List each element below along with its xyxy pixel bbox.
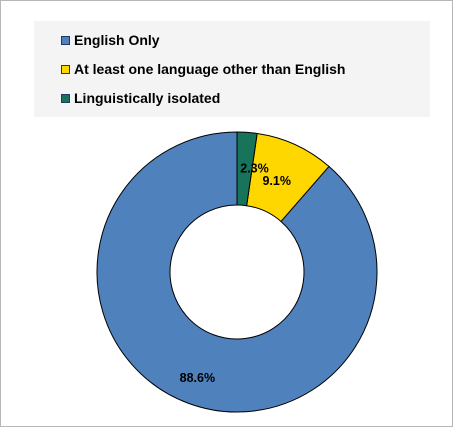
donut-slice-linguistically-isolated (236, 131, 258, 207)
legend-swatch-other-language (61, 64, 70, 74)
data-label-english-only: 88.6% (180, 371, 215, 385)
donut-slice-english-only (96, 131, 378, 413)
chart-legend: English Only At least one language other… (34, 21, 430, 117)
legend-swatch-linguistically-isolated (61, 93, 70, 103)
data-label-linguistically-isolated: 2.3% (240, 161, 269, 175)
legend-item-other-language: At least one language other than English (61, 59, 345, 79)
legend-swatch-english-only (61, 35, 70, 45)
legend-item-linguistically-isolated: Linguistically isolated (61, 88, 220, 108)
legend-item-english-only: English Only (61, 30, 160, 50)
legend-label-english-only: English Only (74, 32, 160, 48)
legend-label-other-language: At least one language other than English (74, 61, 346, 77)
data-label-other-language: 9.1% (262, 174, 291, 188)
legend-label-linguistically-isolated: Linguistically isolated (74, 90, 221, 106)
